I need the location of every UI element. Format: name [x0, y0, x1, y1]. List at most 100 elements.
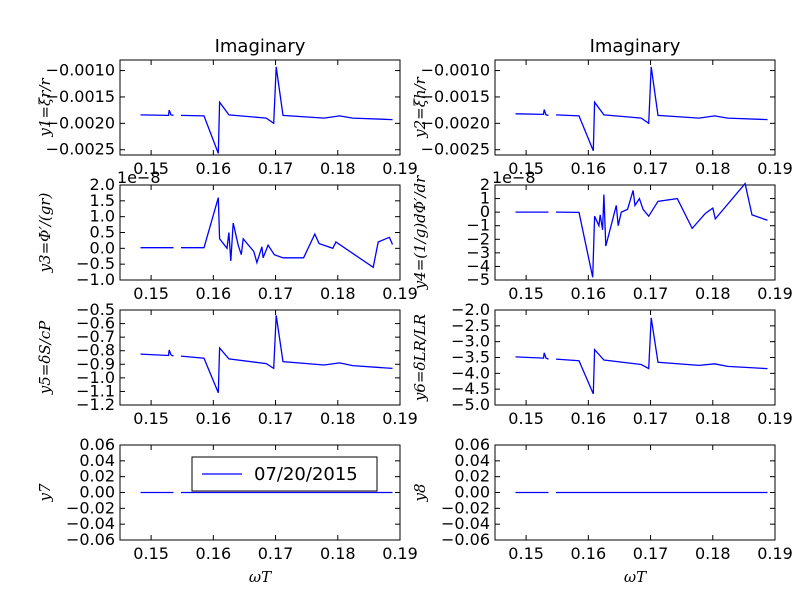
y-axis-label: y6=δLR/LR [411, 314, 429, 402]
axes-frame [119, 184, 401, 281]
y-tick-label: 0.04 [454, 451, 490, 470]
y-tick-label: 1 [480, 189, 490, 208]
x-tick-label: 0.19 [757, 409, 793, 428]
axes-frame [119, 309, 401, 406]
y-tick-label: −0.5 [76, 300, 115, 319]
x-tick-label: 0.18 [695, 159, 731, 178]
y-tick-label: −0.0020 [421, 113, 490, 132]
y-tick-label: −0.02 [66, 498, 115, 517]
y-tick-label: 0.5 [90, 223, 115, 242]
x-tick-label: 0.15 [133, 284, 169, 303]
subplot-5: 0.15 0.16 0.17 0.18 0.19 −1.2−1.1−1.0−0.9−0.8… [36, 300, 418, 428]
y-tick-label: −4.5 [451, 379, 490, 398]
x-tick-label: 0.16 [571, 409, 607, 428]
x-tick-label: 0.19 [382, 409, 418, 428]
y-tick-label: −5.0 [451, 395, 490, 414]
subplot-3: 0.15 0.16 0.17 0.18 0.19 −1.0−0.50.00.51.01.5… [36, 168, 418, 303]
x-tick-label: 0.19 [757, 544, 793, 563]
y-tick-label: −0.02 [441, 498, 490, 517]
x-tick-label: 0.18 [320, 284, 356, 303]
x-tick-label: 0.16 [571, 284, 607, 303]
x-tick-label: 0.16 [196, 544, 232, 563]
x-tick-label: 0.16 [196, 284, 232, 303]
x-tick-label: 0.15 [508, 544, 544, 563]
y-tick-label: −0.04 [66, 514, 115, 533]
y-axis-label: y1=ξr/r [36, 78, 54, 138]
y-tick-label: −2 [466, 229, 490, 248]
x-tick-label: 0.16 [571, 544, 607, 563]
x-tick-label: 0.17 [258, 409, 294, 428]
x-tick-label: 0.15 [133, 159, 169, 178]
axes-frame [494, 59, 776, 156]
series-line-segment [180, 66, 393, 154]
y-tick-label: −0.0015 [421, 87, 490, 106]
series-line-segment [140, 349, 174, 357]
y-tick-label: 1.5 [90, 191, 115, 210]
series-line-segment [180, 315, 393, 394]
y-tick-label: 0.02 [454, 467, 490, 486]
x-tick-label: 0.19 [382, 544, 418, 563]
x-tick-label: 0.17 [633, 544, 669, 563]
y-axis-label: y4=(1/g)dΦ′/dr [411, 175, 429, 290]
legend-box [191, 456, 378, 492]
y-tick-label: −1 [466, 216, 490, 235]
series-line-segment [555, 66, 768, 152]
axes-frame [119, 59, 401, 156]
y-tick-label: 2 [480, 175, 490, 194]
x-tick-label: 0.17 [258, 544, 294, 563]
y-tick-label: −0.0025 [421, 140, 490, 159]
x-tick-label: 0.15 [508, 159, 544, 178]
series-line-segment [555, 317, 768, 395]
y-tick-label: −0.8 [76, 341, 115, 360]
subplot-2: 0.15 0.16 0.17 0.18 0.19 −0.0025 −0.0020 −0.001… [411, 36, 793, 178]
x-tick-label: 0.17 [258, 284, 294, 303]
y-tick-label: 0.04 [79, 451, 115, 470]
series-line-segment [555, 182, 768, 278]
x-tick-label: 0.17 [633, 159, 669, 178]
x-tick-label: 0.17 [633, 409, 669, 428]
y-tick-label: −0.0010 [421, 61, 490, 80]
y-tick-label: 0.00 [79, 483, 115, 502]
y-tick-label: −1.2 [76, 395, 115, 414]
y-tick-label: 0.02 [79, 467, 115, 486]
x-tick-label: 0.18 [695, 409, 731, 428]
y-tick-label: −1.1 [76, 381, 115, 400]
y-tick-label: −0.0020 [46, 113, 115, 132]
y-tick-label: −5 [466, 270, 490, 289]
y-tick-label: −0.9 [76, 354, 115, 373]
y-tick-label: 1.0 [90, 207, 115, 226]
y-tick-label: 0.00 [454, 483, 490, 502]
y-axis-label: y7 [36, 483, 54, 502]
series-line-segment [515, 352, 549, 360]
x-tick-label: 0.15 [133, 409, 169, 428]
subplot-7: 0.15 0.16 0.17 0.18 0.19−0.06−0.04−0.020.000… [36, 435, 418, 586]
y-tick-label: −0.5 [76, 254, 115, 273]
y-tick-label: −3.5 [451, 348, 490, 367]
y-tick-label: 0.0 [90, 238, 115, 257]
x-tick-label: 0.19 [382, 284, 418, 303]
y-tick-label: −0.06 [66, 530, 115, 549]
y-axis-label: y2=ξh/r [411, 76, 429, 139]
x-tick-label: 0.18 [320, 409, 356, 428]
y-tick-label: 0 [480, 202, 490, 221]
axes-frame [494, 184, 776, 281]
x-tick-label: 0.15 [508, 409, 544, 428]
y-tick-label: −4.0 [451, 363, 490, 382]
y-tick-label: −1.0 [76, 270, 115, 289]
y-axis-label: y5=δS/cP [36, 320, 54, 395]
y-tick-label: 2.0 [90, 175, 115, 194]
legend: 07/20/2015 [191, 456, 378, 492]
y-tick-label: 0.06 [454, 435, 490, 454]
series-line-segment [515, 109, 549, 117]
y-tick-label: −0.0010 [46, 61, 115, 80]
y-tick-label: −2.0 [451, 300, 490, 319]
y-tick-label: −2.5 [451, 316, 490, 335]
x-tick-label: 0.18 [320, 544, 356, 563]
subplot-1: 0.15 0.16 0.17 0.18 0.19 −0.0025 −0.0020 −0.001… [36, 36, 418, 178]
subplot-6: 0.15 0.16 0.17 0.18 0.19 −5.0−4.5−4.0−3.5−3.0… [411, 300, 793, 428]
series-line-segment [181, 197, 394, 269]
x-axis-label: ωT [624, 568, 647, 586]
y-tick-label: −3 [466, 243, 490, 262]
x-tick-label: 0.16 [196, 159, 232, 178]
